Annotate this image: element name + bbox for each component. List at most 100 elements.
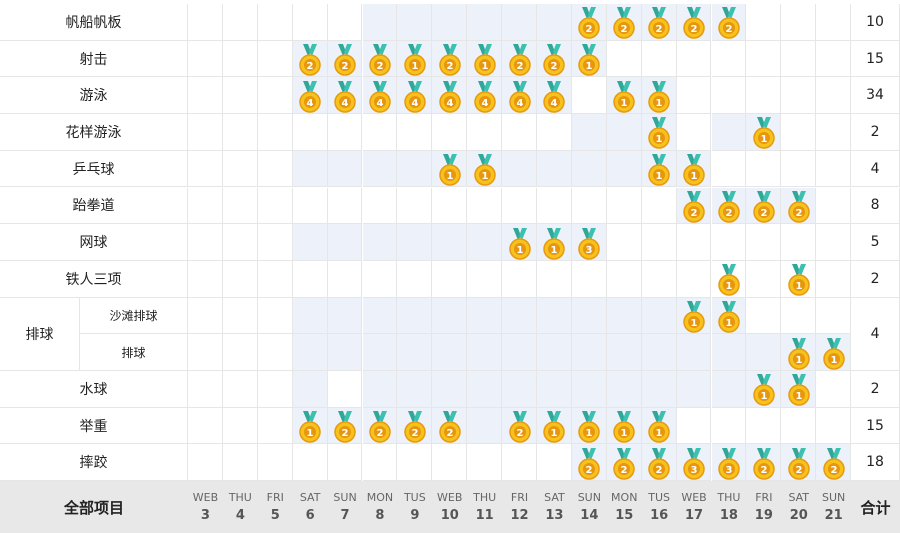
day-cell: [502, 260, 537, 298]
day-cell: [327, 187, 363, 225]
ribbon: [588, 227, 597, 240]
medal-inner: [304, 426, 317, 439]
medal: 2: [439, 411, 461, 443]
weekday: FRI: [755, 491, 773, 505]
day-cell: [816, 407, 852, 445]
ribbon: [442, 44, 451, 57]
medal-count: 2: [760, 208, 767, 219]
medal-inner: [478, 95, 491, 108]
day-cell: [502, 297, 537, 335]
ribbon: [762, 447, 771, 460]
ribbon: [658, 7, 667, 20]
medal-count: 4: [342, 98, 349, 109]
ribbon: [658, 154, 667, 167]
ribbon: [687, 190, 696, 203]
day-cell: [502, 444, 537, 482]
day-cell: [537, 334, 572, 371]
ribbon: [588, 44, 597, 57]
ribbon: [791, 264, 800, 277]
ribbon: [407, 44, 416, 57]
medal: 3: [683, 447, 705, 480]
day-cell: [292, 150, 328, 188]
medal-count: 1: [795, 355, 802, 366]
day-cell: [467, 407, 503, 445]
day-cell: [641, 297, 677, 335]
medal-inner: [583, 242, 596, 255]
weekday: SUN: [822, 491, 846, 505]
sport-name: 射击: [0, 40, 188, 78]
medal-inner: [618, 462, 631, 475]
medal-inner: [373, 95, 386, 108]
ribbon: [582, 227, 591, 240]
medal-inner: [792, 279, 805, 292]
medal-inner: [339, 95, 352, 108]
day-cell: [362, 260, 398, 298]
ribbon: [721, 447, 730, 460]
footer-label: 全部项目: [63, 498, 124, 517]
day-cell: [467, 371, 503, 408]
day-cell: [188, 297, 223, 335]
weekday: FRI: [510, 491, 529, 505]
medal-inner: [792, 462, 805, 475]
medal-count: 4: [551, 98, 558, 109]
medal: 1: [753, 374, 775, 407]
date: 15: [615, 508, 634, 524]
ribbon: [547, 80, 556, 93]
day-cell: [432, 4, 468, 41]
ribbon: [658, 447, 667, 460]
ribbon: [832, 447, 841, 460]
day-cell: [467, 187, 503, 225]
medal-count: 2: [795, 465, 802, 476]
medal-count: 4: [411, 98, 418, 109]
day-cell: [571, 297, 607, 335]
medal: 2: [404, 411, 426, 443]
medal: 1: [648, 411, 670, 443]
day-cell: [432, 114, 468, 151]
medal: 1: [648, 154, 670, 186]
day-cell: [327, 224, 363, 261]
medal: 1: [788, 264, 810, 296]
ribbon: [693, 154, 702, 167]
day-cell: [432, 444, 468, 482]
day-cell: [292, 224, 328, 261]
medal-inner: [548, 95, 561, 108]
date: 3: [200, 508, 210, 524]
day-cell: [222, 334, 258, 371]
ribbon: [338, 80, 347, 93]
day-cell: [781, 297, 817, 335]
medal: 2: [718, 190, 740, 223]
day-cell: [502, 150, 537, 188]
medal: 2: [299, 44, 321, 76]
day-cell: [362, 371, 398, 408]
medal: 2: [718, 7, 740, 40]
medal: 4: [299, 80, 321, 113]
day-cell: [257, 40, 293, 78]
medal-count: 2: [621, 465, 628, 476]
medal-count: 2: [446, 428, 453, 439]
day-cell: [711, 150, 747, 188]
ribbon: [762, 190, 771, 203]
date: 19: [754, 508, 773, 524]
day-cell: [676, 224, 712, 261]
medal-count: 1: [760, 134, 767, 145]
medal-count: 2: [516, 428, 523, 439]
day-cell: [781, 407, 817, 445]
medal-inner: [757, 132, 770, 145]
medal-inner: [583, 462, 596, 475]
day-cell: [397, 444, 433, 482]
day-cell: [327, 114, 363, 151]
sport-name: 网球: [0, 224, 188, 261]
medal-count: 2: [551, 61, 558, 72]
day-cell: [781, 150, 817, 188]
row-total: 4: [851, 297, 900, 371]
day-cell: [188, 260, 223, 298]
medal: 1: [299, 411, 321, 443]
medal: 1: [578, 411, 601, 443]
medal-inner: [513, 95, 526, 108]
sport-name: 花样游泳: [0, 114, 188, 151]
day-cell: [362, 297, 398, 335]
ribbon: [588, 411, 597, 424]
ribbon: [582, 447, 591, 460]
medal-count: 4: [376, 98, 383, 109]
medal-count: 1: [656, 428, 663, 439]
